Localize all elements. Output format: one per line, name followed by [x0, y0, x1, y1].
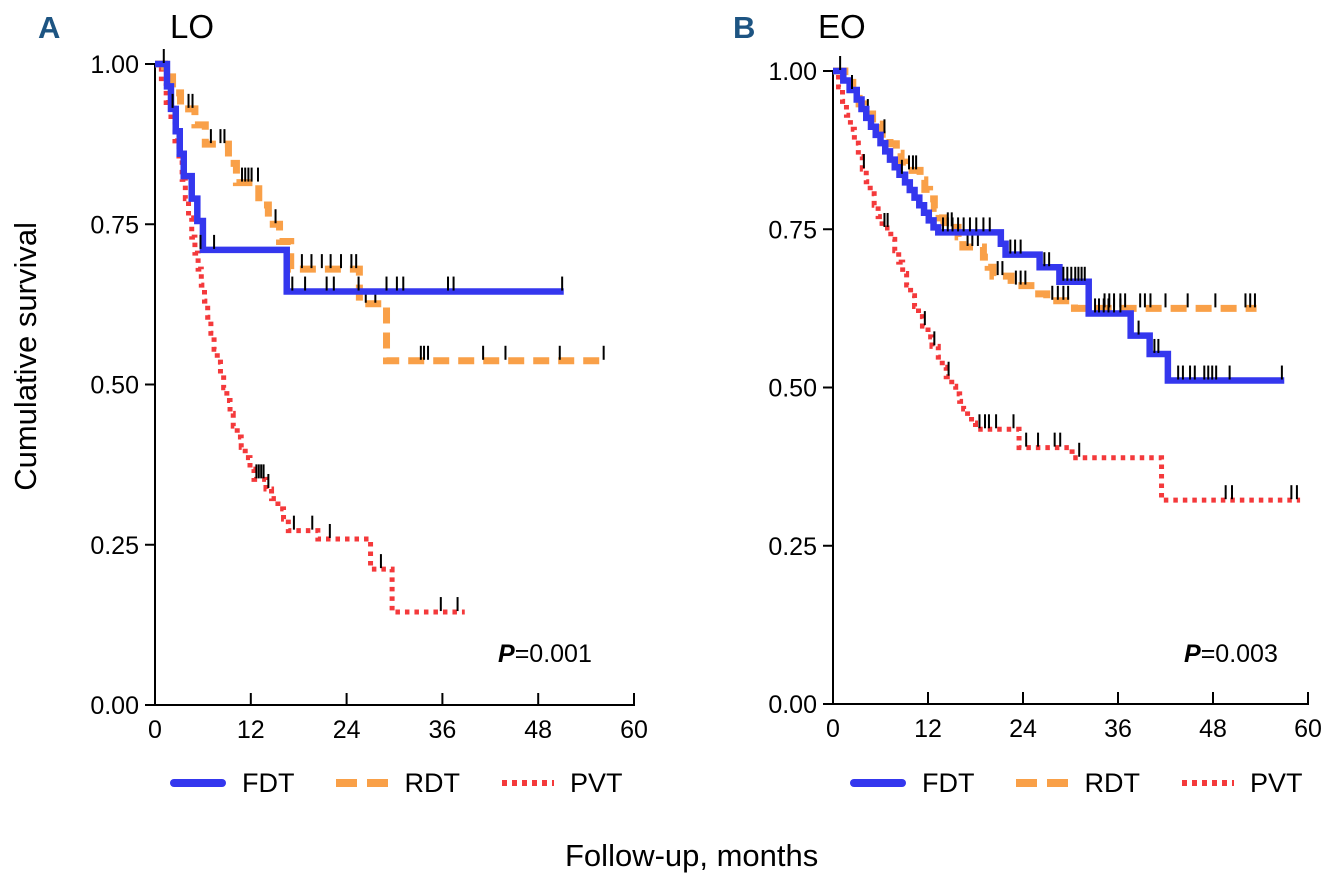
p-value-text: =0.001 — [514, 640, 592, 668]
panel-letter-b: B — [733, 10, 756, 45]
x-tick-label: 24 — [1009, 715, 1037, 743]
p-value-panel-b: P=0.003 — [1184, 640, 1278, 669]
x-tick-label: 12 — [237, 716, 265, 744]
legend-item-rdt: RDT — [336, 768, 460, 799]
pvt-dotted-line-swatch — [1181, 780, 1234, 786]
rdt-dashed-line-swatch — [1016, 779, 1069, 787]
p-value-text: =0.003 — [1200, 640, 1278, 668]
panel-title-lo: LO — [170, 8, 215, 45]
x-tick-label: 0 — [826, 715, 840, 743]
y-tick-label: 0.25 — [90, 532, 139, 560]
legend-label-fdt: FDT — [922, 767, 975, 798]
x-axis-label: Follow-up, months — [565, 838, 819, 873]
p-symbol: P — [498, 640, 515, 668]
legend-label-rdt: RDT — [404, 767, 460, 798]
x-tick-label: 60 — [1294, 715, 1322, 743]
y-tick-label: 1.00 — [90, 51, 139, 79]
fdt-solid-line-swatch — [850, 779, 906, 787]
legend-label-pvt: PVT — [1249, 767, 1303, 798]
fdt-solid-line-swatch — [170, 779, 226, 787]
p-value-panel-a: P=0.001 — [498, 640, 592, 669]
panel-title-eo: EO — [818, 8, 866, 45]
y-tick-label: 0.00 — [768, 691, 817, 719]
legend-item-rdt: RDT — [1016, 768, 1140, 799]
y-tick-label: 1.00 — [768, 58, 817, 86]
y-tick-label: 0.25 — [768, 533, 817, 561]
legend-item-pvt: PVT — [501, 767, 623, 799]
km-curve-fdt-panel-A — [155, 60, 564, 295]
legend-panel-b: FDT RDT PVT — [850, 768, 1303, 798]
legend-item-pvt: PVT — [1181, 767, 1303, 799]
legend-panel-a: FDT RDT PVT — [170, 768, 623, 798]
y-tick-label: 0.50 — [768, 375, 817, 403]
km-curve-rdt-panel-B — [833, 67, 1257, 312]
y-axis-label: Cumulative survival — [8, 222, 43, 491]
y-tick-label: 0.75 — [90, 211, 139, 239]
legend-label-pvt: PVT — [569, 767, 623, 798]
legend-item-fdt: FDT — [850, 768, 974, 799]
km-curve-fdt-panel-B — [833, 67, 1285, 384]
x-tick-label: 24 — [333, 716, 361, 744]
y-tick-label: 0.00 — [90, 692, 139, 720]
x-tick-label: 60 — [620, 716, 648, 744]
x-tick-label: 36 — [1104, 715, 1132, 743]
km-curve-pvt-panel-B — [833, 68, 1301, 503]
legend-label-fdt: FDT — [242, 767, 295, 798]
y-tick-label: 0.50 — [90, 372, 139, 400]
legend-label-rdt: RDT — [1084, 767, 1140, 798]
legend-item-fdt: FDT — [170, 768, 294, 799]
x-tick-label: 12 — [914, 715, 942, 743]
x-tick-label: 48 — [1199, 715, 1227, 743]
km-curve-pvt-panel-A — [155, 61, 465, 615]
panel-letter-a: A — [38, 10, 61, 45]
km-curve-rdt-panel-A — [155, 60, 607, 365]
x-tick-label: 48 — [524, 716, 552, 744]
x-tick-label: 36 — [428, 716, 456, 744]
pvt-dotted-line-swatch — [501, 780, 554, 786]
x-tick-label: 0 — [148, 716, 162, 744]
p-symbol: P — [1184, 640, 1201, 668]
rdt-dashed-line-swatch — [336, 779, 389, 787]
y-tick-label: 0.75 — [768, 216, 817, 244]
